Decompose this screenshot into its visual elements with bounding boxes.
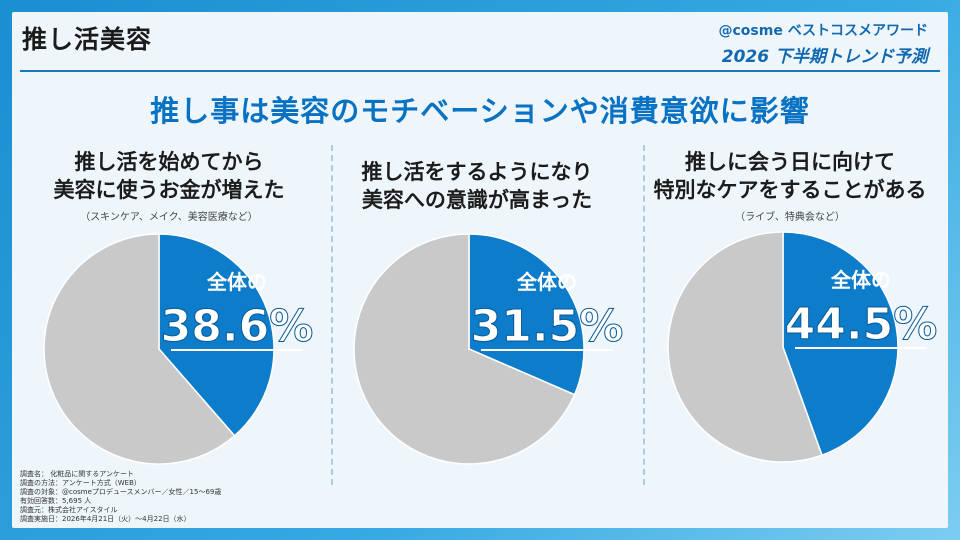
pie-1-label-prefix: 全体の (206, 270, 267, 294)
column-1-title-line1: 推し活を始めてから (74, 150, 264, 174)
footnote-line-2: 調査の方法：アンケート方式（WEB） (20, 479, 141, 487)
footnote-line-6: 調査実施日：2026年4月21日（火）～4月22日（水） (20, 515, 191, 523)
footnote-line-3: 調査の対象：@cosmeプロデュースメンバー／女性／15～69歳 (20, 488, 222, 496)
footnote-line-5: 調査元：株式会社アイスタイル (20, 506, 118, 514)
pie-3-label-prefix: 全体の (830, 268, 891, 292)
pie-3-slice-1 (782, 231, 899, 457)
column-2-title-line1: 推し活をするようになり (361, 160, 593, 184)
column-divider-2 (643, 145, 645, 485)
pie-1-label-value: 38.6% (161, 301, 314, 352)
topic-underline (20, 70, 940, 72)
topic-title: 推し活美容 (22, 25, 153, 54)
column-3-title-line1: 推しに会う日に向けて (685, 150, 895, 174)
footnote-line-4: 有効回答数：5,695 人 (20, 497, 92, 505)
pie-2-slice-2 (353, 233, 576, 465)
pie-2-label-value: 31.5% (471, 301, 624, 352)
headline: 推し事は美容のモチベーションや消費意欲に影響 (150, 94, 810, 128)
footnote-line-1: 調査名： 化粧品に関するアンケート (20, 470, 134, 478)
column-2-title-line2: 美容への意識が高まった (361, 188, 593, 212)
column-1-title-line2: 美容に使うお金が増えた (53, 178, 285, 202)
column-2-title: 推し活をするようになり 美容への意識が高まった (321, 158, 633, 214)
column-divider-1 (331, 145, 333, 485)
pie-1-slice-1 (158, 233, 275, 437)
pie-3-label-value: 44.5% (785, 299, 938, 350)
pie-3-slice-2 (667, 231, 823, 463)
column-1-title: 推し活を始めてから 美容に使うお金が増えた (13, 148, 325, 204)
pie-2-slice-1 (468, 233, 585, 396)
survey-footnote: 調査名： 化粧品に関するアンケート 調査の方法：アンケート方式（WEB） 調査の対象… (20, 470, 221, 524)
column-3-title-line2: 特別なケアをすることがある (653, 178, 927, 202)
column-3-note: （ライブ、特典会など） (735, 212, 845, 223)
brand-block: @cosme ベストコスメアワード 2026 下半期トレンド予測 (719, 20, 929, 67)
brand-subtitle: 2026 下半期トレンド予測 (721, 47, 928, 67)
brand-name: @cosme ベストコスメアワード (718, 23, 929, 39)
pie-2-label-prefix: 全体の (516, 270, 577, 294)
column-1-note: （スキンケア、メイク、美容医療など） (80, 212, 258, 223)
column-3-title: 推しに会う日に向けて 特別なケアをすることがある (634, 148, 946, 204)
pie-1-slice-2 (43, 233, 236, 465)
